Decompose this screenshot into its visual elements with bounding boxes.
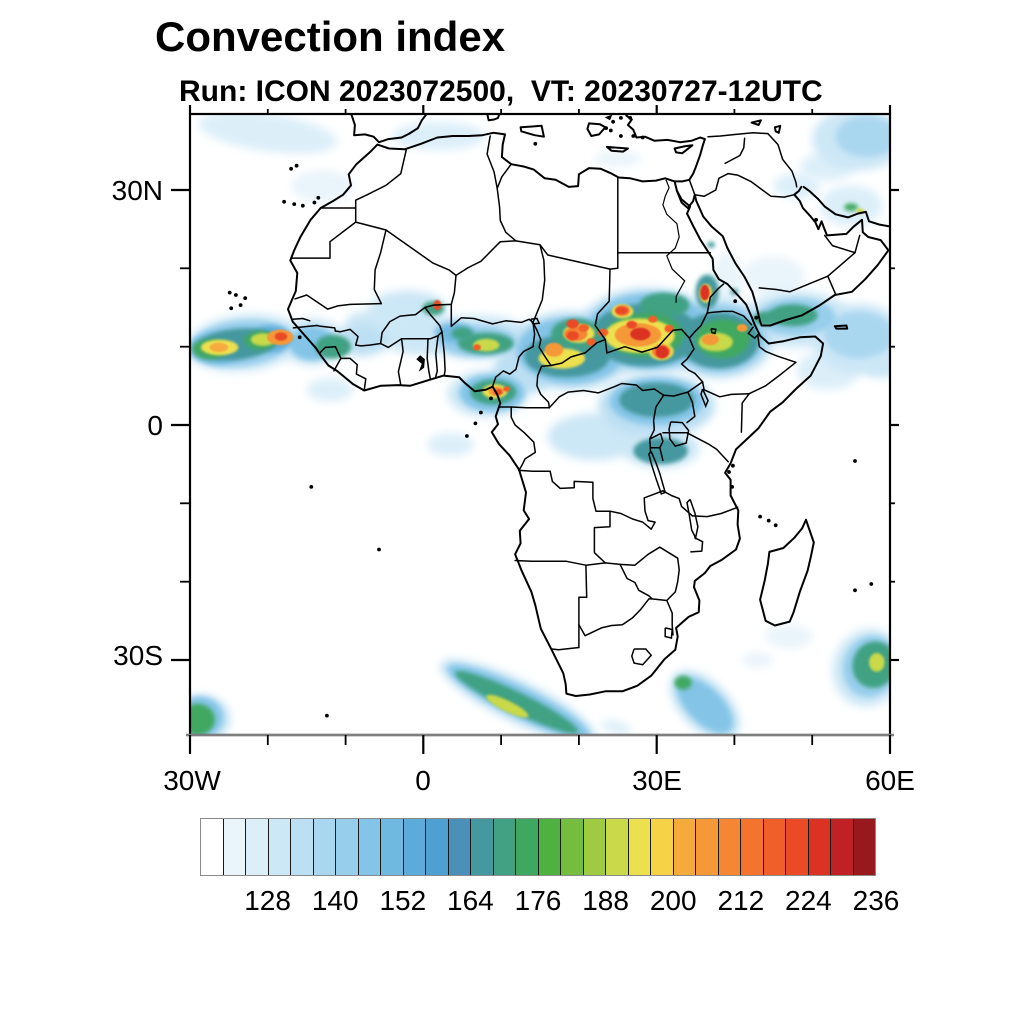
colorbar-cell bbox=[380, 819, 403, 875]
colorbar-tick-label: 224 bbox=[785, 885, 832, 916]
colorbar-cell bbox=[672, 819, 695, 875]
colorbar-tick-label: 128 bbox=[244, 885, 291, 916]
colorbar-cell bbox=[425, 819, 448, 875]
colorbar-tick-label: 200 bbox=[649, 885, 697, 916]
colorbar-cell bbox=[312, 819, 335, 875]
colorbar-tick-label: 176 bbox=[514, 885, 562, 916]
country-borders-layer bbox=[291, 132, 861, 651]
colorbar-tick-label: 212 bbox=[717, 885, 765, 916]
colorbar-cell bbox=[335, 819, 358, 875]
colorbar-tick-label: 152 bbox=[379, 885, 427, 916]
colorbar-cell bbox=[447, 819, 470, 875]
axis-ticks bbox=[171, 105, 899, 754]
x-axis-label-0: 0 bbox=[415, 765, 431, 796]
colorbar bbox=[200, 818, 876, 876]
colorbar-cell bbox=[492, 819, 515, 875]
colorbar-tick-label: 236 bbox=[852, 885, 900, 916]
colorbar-cell bbox=[201, 819, 223, 875]
colorbar-tick-label: 188 bbox=[582, 885, 629, 916]
colorbar-cell bbox=[402, 819, 425, 875]
colorbar-cell bbox=[807, 819, 830, 875]
figure-title: Convection index bbox=[155, 13, 506, 60]
colorbar-cell bbox=[785, 819, 808, 875]
colorbar-cell bbox=[695, 819, 718, 875]
colorbar-cell bbox=[357, 819, 380, 875]
colorbar-cell bbox=[650, 819, 673, 875]
x-axis-label-30w: 30W bbox=[163, 765, 221, 796]
x-axis-label-30e: 30E bbox=[632, 765, 682, 796]
colorbar-cell bbox=[627, 819, 650, 875]
coastlines-layer bbox=[287, 114, 890, 697]
colorbar-cell bbox=[267, 819, 290, 875]
colorbar-tick-label: 140 bbox=[311, 885, 359, 916]
figure-subtitle: Run: ICON 2023072500, VT: 20230727-12UTC bbox=[179, 75, 823, 108]
map-content bbox=[190, 114, 890, 735]
colorbar-cell bbox=[852, 819, 875, 875]
x-axis-label-60e: 60E bbox=[865, 765, 915, 796]
colorbar-cell bbox=[222, 819, 245, 875]
colorbar-cell bbox=[245, 819, 268, 875]
islands-layer bbox=[227, 114, 874, 718]
colorbar-cell bbox=[740, 819, 763, 875]
colorbar-cell bbox=[537, 819, 560, 875]
y-axis-label-0: 0 bbox=[147, 410, 163, 441]
y-axis-label-30n: 30N bbox=[111, 175, 163, 206]
colorbar-cell bbox=[582, 819, 605, 875]
colorbar-tick-label: 164 bbox=[447, 885, 494, 916]
colorbar-cell bbox=[515, 819, 538, 875]
lakes-layer bbox=[530, 317, 717, 666]
colorbar-cell bbox=[717, 819, 740, 875]
colorbar-cell bbox=[470, 819, 493, 875]
colorbar-cell bbox=[762, 819, 785, 875]
colorbar-cell bbox=[605, 819, 628, 875]
rivers-layer bbox=[662, 179, 686, 303]
colorbar-cell bbox=[560, 819, 583, 875]
colorbar-cell bbox=[830, 819, 853, 875]
y-axis-label-30s: 30S bbox=[113, 640, 163, 671]
colorbar-cell bbox=[290, 819, 313, 875]
